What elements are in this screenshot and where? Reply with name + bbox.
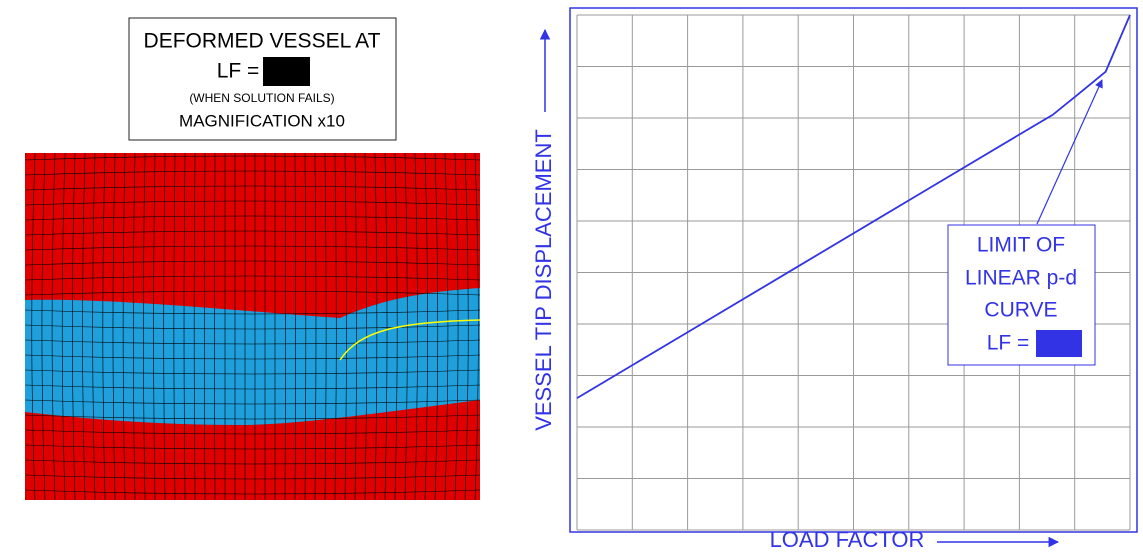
mesh-line [25,290,480,296]
annotation-line: CURVE [984,299,1057,322]
mesh-line [193,153,196,500]
mesh-line [204,153,206,500]
mesh-line [324,153,327,500]
mesh-line [404,153,408,500]
annotation-arrow [1036,79,1103,225]
mesh-line [25,354,480,360]
caption-line: DEFORMED VESSEL AT [144,30,381,53]
mesh-line [25,444,480,450]
mesh-line [41,153,46,500]
caption-line: LF = [217,60,260,83]
redacted-box [263,57,310,86]
mesh-line [25,324,480,330]
mesh-line [214,153,216,500]
mesh-line [474,153,479,500]
mesh-line [61,153,66,500]
y-axis-label: VESSEL TIP DISPLACEMENT [531,129,556,431]
mesh-line [72,153,76,500]
annotation-line: LF = [987,332,1030,355]
mesh-line [25,230,480,236]
mesh-line [294,153,296,500]
mesh-line [132,153,136,500]
buckle [339,319,480,361]
mesh-line [25,339,480,345]
mesh-line [464,153,469,500]
mesh-line [25,245,480,251]
mesh-line [25,185,480,191]
x-axis-label: LOAD FACTOR [770,527,925,552]
mesh-line [444,153,449,500]
mesh-line [25,275,480,281]
mesh-line [82,153,86,500]
annotation-line: LIMIT OF [977,234,1065,257]
mesh-line [25,384,480,390]
mesh-line [122,153,126,500]
caption-line: MAGNIFICATION x10 [179,111,345,130]
redacted-box [1036,330,1082,357]
caption-box [128,17,397,141]
mesh-line [304,153,307,500]
mesh-line [25,215,480,221]
mesh-line [284,153,286,500]
mesh-line [112,153,116,500]
mesh-line [25,260,480,266]
mesh-line [25,459,480,465]
mesh-line [25,153,26,500]
mesh-line [25,155,480,161]
mesh-line [25,429,480,435]
deformed-vessel-mesh [25,153,480,500]
mesh-line [414,153,418,500]
mesh-line [25,399,480,405]
mesh-line [25,200,480,206]
mesh-line [92,153,96,500]
mesh-line [51,153,56,500]
mesh-line [454,153,459,500]
mesh-line [434,153,439,500]
mesh-line [25,489,480,495]
mesh-line [31,153,36,500]
mesh-line [25,170,480,176]
caption-line: (WHEN SOLUTION FAILS) [189,91,334,105]
mesh-line [25,414,480,420]
mesh-line [424,153,428,500]
annotation-line: LINEAR p-d [965,267,1077,290]
mesh-line [183,153,186,500]
mesh-line [102,153,106,500]
mesh-line [374,153,378,500]
mesh-line [25,474,480,480]
mesh-line [25,369,480,375]
mesh-line [394,153,398,500]
mesh-line [384,153,388,500]
mesh-line [25,309,480,315]
mesh-line [314,153,317,500]
